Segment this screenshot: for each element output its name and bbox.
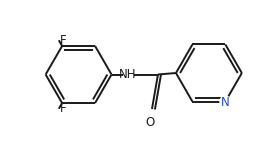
Text: N: N bbox=[221, 96, 230, 109]
Text: F: F bbox=[60, 34, 67, 47]
Text: F: F bbox=[60, 102, 67, 115]
Text: NH: NH bbox=[119, 68, 137, 81]
Circle shape bbox=[220, 96, 231, 107]
Text: O: O bbox=[146, 115, 155, 128]
